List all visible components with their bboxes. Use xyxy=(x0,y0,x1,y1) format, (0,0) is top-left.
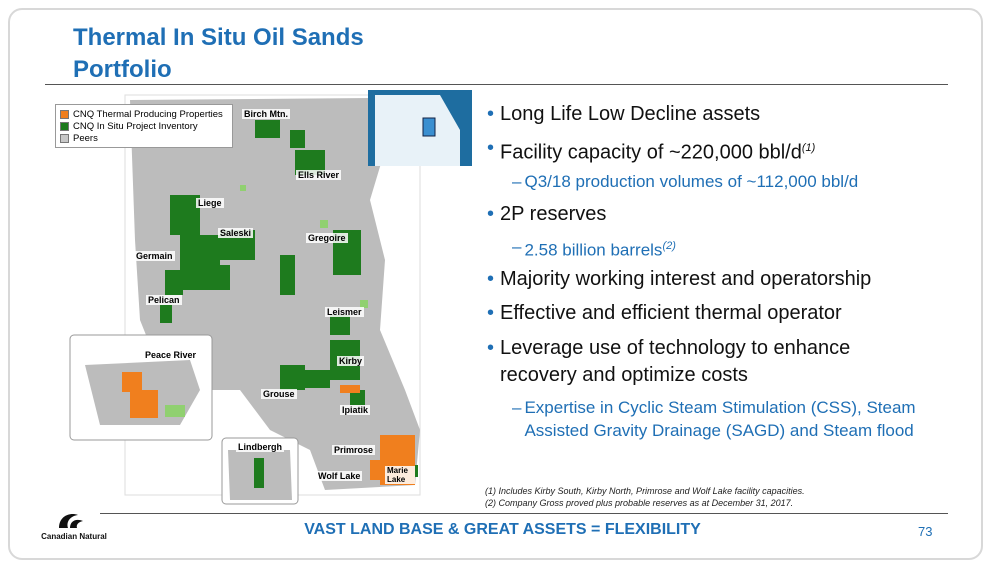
inset-label: Peace River xyxy=(143,350,199,360)
legend-item: CNQ In Situ Project Inventory xyxy=(60,120,228,132)
sub-bullet-text: 2.58 billion barrels xyxy=(524,240,663,260)
map-label: Ells River xyxy=(296,170,342,180)
title-line: Portfolio xyxy=(73,56,172,83)
map-label: Birch Mtn. xyxy=(242,109,290,119)
bullet: • Leverage use of technology to enhance r… xyxy=(487,335,907,389)
legend-label: CNQ Thermal Producing Properties xyxy=(73,108,223,120)
map-label: Saleski xyxy=(218,228,254,238)
map-label: Ipiatik xyxy=(340,405,371,415)
minor-blocks xyxy=(240,185,368,308)
map-label: Pelican xyxy=(146,295,182,305)
inset-label: Lindbergh xyxy=(236,442,284,452)
legend-item: Peers xyxy=(60,132,228,144)
logo-mark xyxy=(59,514,83,528)
sub-bullet-text: Q3/18 production volumes of ~112,000 bbl… xyxy=(524,172,859,191)
locator-land xyxy=(375,95,460,166)
map-label: Grouse xyxy=(261,389,297,399)
bullet: • 2P reserves xyxy=(487,201,937,228)
legend-item: CNQ Thermal Producing Properties xyxy=(60,108,228,120)
bullet: • Majority working interest and operators… xyxy=(487,266,937,293)
bullet-text: Effective and efficient thermal operator xyxy=(500,302,842,324)
sub-bullet: –2.58 billion barrels(2) xyxy=(512,237,676,260)
sub-bullet: – Q3/18 production volumes of ~112,000 bb… xyxy=(512,172,859,191)
footnote-ref: (1) xyxy=(801,142,816,154)
peace-river-block xyxy=(122,372,142,392)
sub-bullet: – Expertise in Cyclic Steam Stimulation (… xyxy=(512,396,922,442)
footnote: (1) Includes Kirby South, Kirby North, P… xyxy=(485,486,805,496)
legend: CNQ Thermal Producing Properties CNQ In … xyxy=(55,104,233,148)
map-label: Primrose xyxy=(332,445,376,455)
map xyxy=(69,90,472,505)
lindbergh-block xyxy=(254,458,264,488)
bullet: • Facility capacity of ~220,000 bbl/d(1) xyxy=(487,137,816,164)
map-label: Gregoire xyxy=(306,233,348,243)
footer-rule xyxy=(100,513,948,514)
footnote-ref: (2) xyxy=(662,240,676,252)
bullet-text: Long Life Low Decline assets xyxy=(500,103,761,125)
bullet-text: Majority working interest and operatorsh… xyxy=(500,268,872,290)
map-label: Leismer xyxy=(325,307,364,317)
bullet-text: 2P reserves xyxy=(500,203,607,225)
map-label: Wolf Lake xyxy=(316,471,363,481)
bullet-text: Leverage use of technology to enhance re… xyxy=(500,337,851,386)
map-label: Liege xyxy=(196,198,224,208)
peace-river-minor xyxy=(165,405,185,417)
bullet: • Effective and efficient thermal operato… xyxy=(487,300,937,327)
bullet: • Long Life Low Decline assets xyxy=(487,101,937,128)
title-line: Thermal In Situ Oil Sands xyxy=(73,24,364,51)
legend-label: CNQ In Situ Project Inventory xyxy=(73,120,198,132)
sub-bullet-text: Expertise in Cyclic Steam Stimulation (C… xyxy=(524,398,916,440)
legend-label: Peers xyxy=(73,132,98,144)
map-label: Marie Lake xyxy=(385,466,415,484)
footnote: (2) Company Gross proved plus probable r… xyxy=(485,498,794,508)
map-label: Kirby xyxy=(337,356,365,366)
title-rule xyxy=(45,84,948,85)
bullet-text: Facility capacity of ~220,000 bbl/d xyxy=(500,141,802,164)
map-label: Germain xyxy=(134,251,175,261)
locator-area xyxy=(422,117,436,137)
title: Thermal In Situ Oil Sands Portfolio xyxy=(73,22,364,86)
page-number: 73 xyxy=(918,524,933,539)
logo-text: Canadian Natural xyxy=(41,532,107,541)
peace-river-block xyxy=(130,390,158,418)
footer-tagline: VAST LAND BASE & GREAT ASSETS = FLEXIBIL… xyxy=(304,521,701,538)
